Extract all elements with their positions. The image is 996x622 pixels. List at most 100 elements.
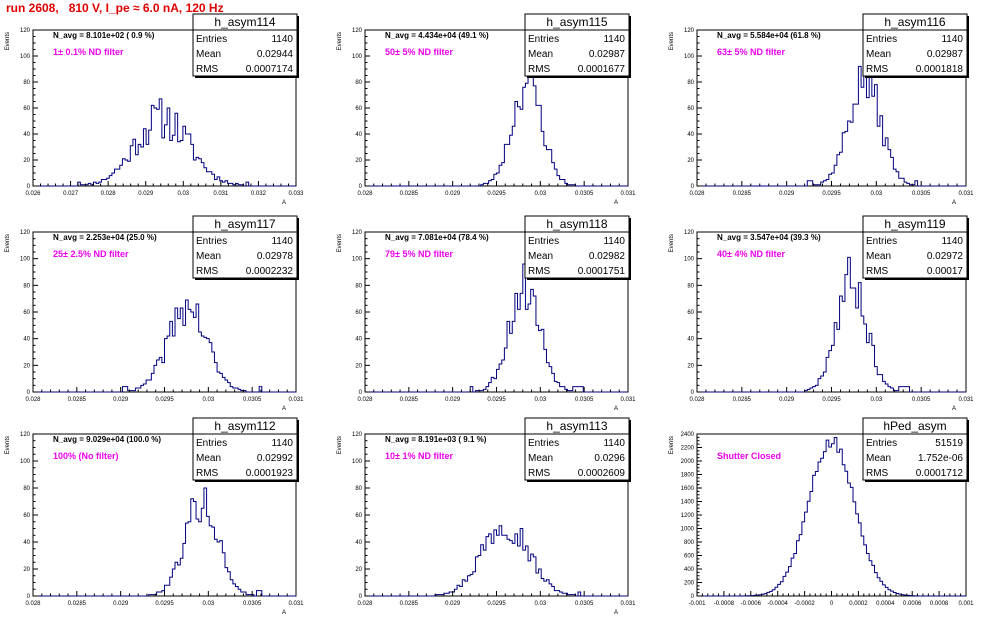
stats-value-rms: 0.0001751 bbox=[578, 266, 626, 277]
stats-label-entries: Entries bbox=[866, 438, 897, 449]
x-tick-label: 0.028 bbox=[25, 397, 41, 403]
x-tick-label: -0.0004 bbox=[768, 601, 789, 607]
y-tick-label: 100 bbox=[684, 257, 695, 263]
histogram-name: h_asym115 bbox=[546, 15, 607, 29]
stats-label-entries: Entries bbox=[528, 438, 559, 449]
y-tick-label: 1600 bbox=[681, 486, 695, 492]
histogram-panel-h_asym118: 0.028 0.0285 0.029 0.0295 0.03 0.0305 0.031 0 20… bbox=[337, 215, 636, 412]
filter-annotation: 25± 2.5% ND filter bbox=[53, 249, 129, 259]
histogram-line bbox=[697, 256, 966, 393]
stats-label-mean: Mean bbox=[528, 49, 553, 60]
y-tick-label: 20 bbox=[355, 158, 362, 164]
x-tick-label: 0.0295 bbox=[487, 191, 506, 197]
x-tick-label: 0.0285 bbox=[733, 191, 752, 197]
stats-label-mean: Mean bbox=[528, 251, 553, 262]
stats-label-rms: RMS bbox=[866, 64, 889, 75]
stats-value-mean: 0.02987 bbox=[589, 49, 626, 60]
x-tick-label: 0.028 bbox=[689, 191, 705, 197]
y-tick-label: 40 bbox=[23, 540, 30, 546]
x-tick-label: 0.0305 bbox=[575, 397, 594, 403]
stats-value-rms: 0.0001677 bbox=[578, 64, 626, 75]
x-tick-label: 0.029 bbox=[779, 397, 795, 403]
y-tick-label: 40 bbox=[355, 132, 362, 138]
stats-box bbox=[192, 13, 298, 77]
stats-label-mean: Mean bbox=[528, 453, 553, 464]
y-tick-label: 80 bbox=[355, 486, 362, 492]
histogram-line bbox=[365, 263, 628, 393]
stats-value-entries: 1140 bbox=[941, 34, 963, 45]
y-tick-label: 60 bbox=[23, 513, 30, 519]
y-tick-label: 60 bbox=[687, 310, 694, 316]
y-tick-label: 80 bbox=[687, 80, 694, 86]
x-tick-label: 0.028 bbox=[357, 191, 373, 197]
histogram-panel-h_asym114: 0.026 0.027 0.028 0.029 0.03 0.031 0.032 0.033 0… bbox=[5, 13, 304, 206]
y-tick-label: 120 bbox=[20, 230, 31, 236]
y-axis-label: Events bbox=[5, 436, 11, 454]
y-axis-label: Events bbox=[337, 234, 343, 252]
histogram-panel-h_asym112: 0.028 0.0285 0.029 0.0295 0.03 0.0305 0.031 0 20… bbox=[5, 417, 304, 616]
histogram-name: h_asym112 bbox=[214, 419, 275, 433]
histogram-name: h_asym116 bbox=[884, 15, 945, 29]
y-tick-label: 120 bbox=[20, 432, 31, 438]
x-tick-label: 0.03 bbox=[534, 601, 546, 607]
x-axis-label: A bbox=[282, 200, 286, 206]
x-tick-label: 0.0305 bbox=[575, 191, 594, 197]
x-tick-label: -0.0006 bbox=[741, 601, 762, 607]
stats-value-rms: 0.0001923 bbox=[246, 468, 294, 479]
y-tick-label: 40 bbox=[23, 337, 30, 343]
y-tick-label: 60 bbox=[23, 106, 30, 112]
y-tick-label: 0 bbox=[27, 594, 31, 600]
x-tick-label: 0.0285 bbox=[400, 397, 419, 403]
x-tick-label: 0.029 bbox=[445, 397, 461, 403]
y-tick-label: 100 bbox=[352, 459, 363, 465]
x-tick-label: 0.0305 bbox=[912, 397, 931, 403]
x-tick-label: 0.03 bbox=[870, 191, 882, 197]
stats-value-rms: 0.0002609 bbox=[578, 468, 626, 479]
stats-value-entries: 1140 bbox=[603, 438, 625, 449]
y-axis-label: Events bbox=[669, 234, 675, 252]
filter-annotation: 100% (No filter) bbox=[53, 451, 119, 461]
y-tick-label: 60 bbox=[23, 310, 30, 316]
x-tick-label: 0.03 bbox=[870, 397, 882, 403]
stats-value-rms: 0.0001818 bbox=[916, 64, 964, 75]
y-tick-label: 200 bbox=[684, 581, 695, 587]
x-tick-label: 0.029 bbox=[779, 191, 795, 197]
x-tick-label: 0.0285 bbox=[400, 191, 419, 197]
stats-label-entries: Entries bbox=[528, 236, 559, 247]
y-tick-label: 0 bbox=[359, 390, 363, 396]
y-tick-label: 40 bbox=[687, 337, 694, 343]
y-tick-label: 1400 bbox=[681, 500, 695, 506]
x-axis-label: A bbox=[952, 406, 956, 412]
x-tick-label: 0.0002 bbox=[849, 601, 868, 607]
x-tick-label: 0.031 bbox=[288, 601, 304, 607]
histogram-name: h_asym119 bbox=[884, 217, 945, 231]
x-tick-label: 0.0285 bbox=[68, 601, 87, 607]
y-tick-label: 80 bbox=[355, 80, 362, 86]
stats-value-entries: 1140 bbox=[271, 236, 293, 247]
stats-value-mean: 0.02987 bbox=[927, 49, 964, 60]
x-tick-label: 0.028 bbox=[25, 601, 41, 607]
histogram-line bbox=[33, 487, 296, 597]
histogram-panel-h_asym115: 0.028 0.0285 0.029 0.0295 0.03 0.0305 0.031 0 20… bbox=[337, 13, 636, 206]
y-tick-label: 120 bbox=[684, 28, 695, 34]
y-tick-label: 0 bbox=[27, 184, 31, 190]
histogram-panel-h_asym117: 0.028 0.0285 0.029 0.0295 0.03 0.0305 0.031 0 20… bbox=[5, 215, 304, 412]
stats-label-rms: RMS bbox=[528, 64, 551, 75]
histogram-line bbox=[33, 299, 296, 393]
x-tick-label: 0.031 bbox=[620, 397, 636, 403]
x-tick-label: 0.03 bbox=[177, 191, 189, 197]
y-tick-label: 0 bbox=[27, 390, 31, 396]
histogram-panel-h_asym119: 0.028 0.0285 0.029 0.0295 0.03 0.0305 0.031 0 20… bbox=[669, 215, 974, 412]
y-tick-label: 80 bbox=[23, 486, 30, 492]
stats-value-mean: 0.02982 bbox=[589, 251, 626, 262]
x-tick-label: 0.032 bbox=[251, 191, 267, 197]
x-tick-label: 0.031 bbox=[213, 191, 229, 197]
stats-label-entries: Entries bbox=[866, 236, 897, 247]
x-tick-label: 0.029 bbox=[138, 191, 154, 197]
histogram-panel-h_asym113: 0.028 0.0285 0.029 0.0295 0.03 0.0305 0.031 0 20… bbox=[337, 417, 636, 616]
stats-value-rms: 0.00017 bbox=[927, 266, 964, 277]
histogram-line bbox=[697, 63, 966, 187]
x-tick-label: 0.0008 bbox=[930, 601, 949, 607]
y-tick-label: 1000 bbox=[681, 527, 695, 533]
stats-box bbox=[524, 215, 630, 279]
